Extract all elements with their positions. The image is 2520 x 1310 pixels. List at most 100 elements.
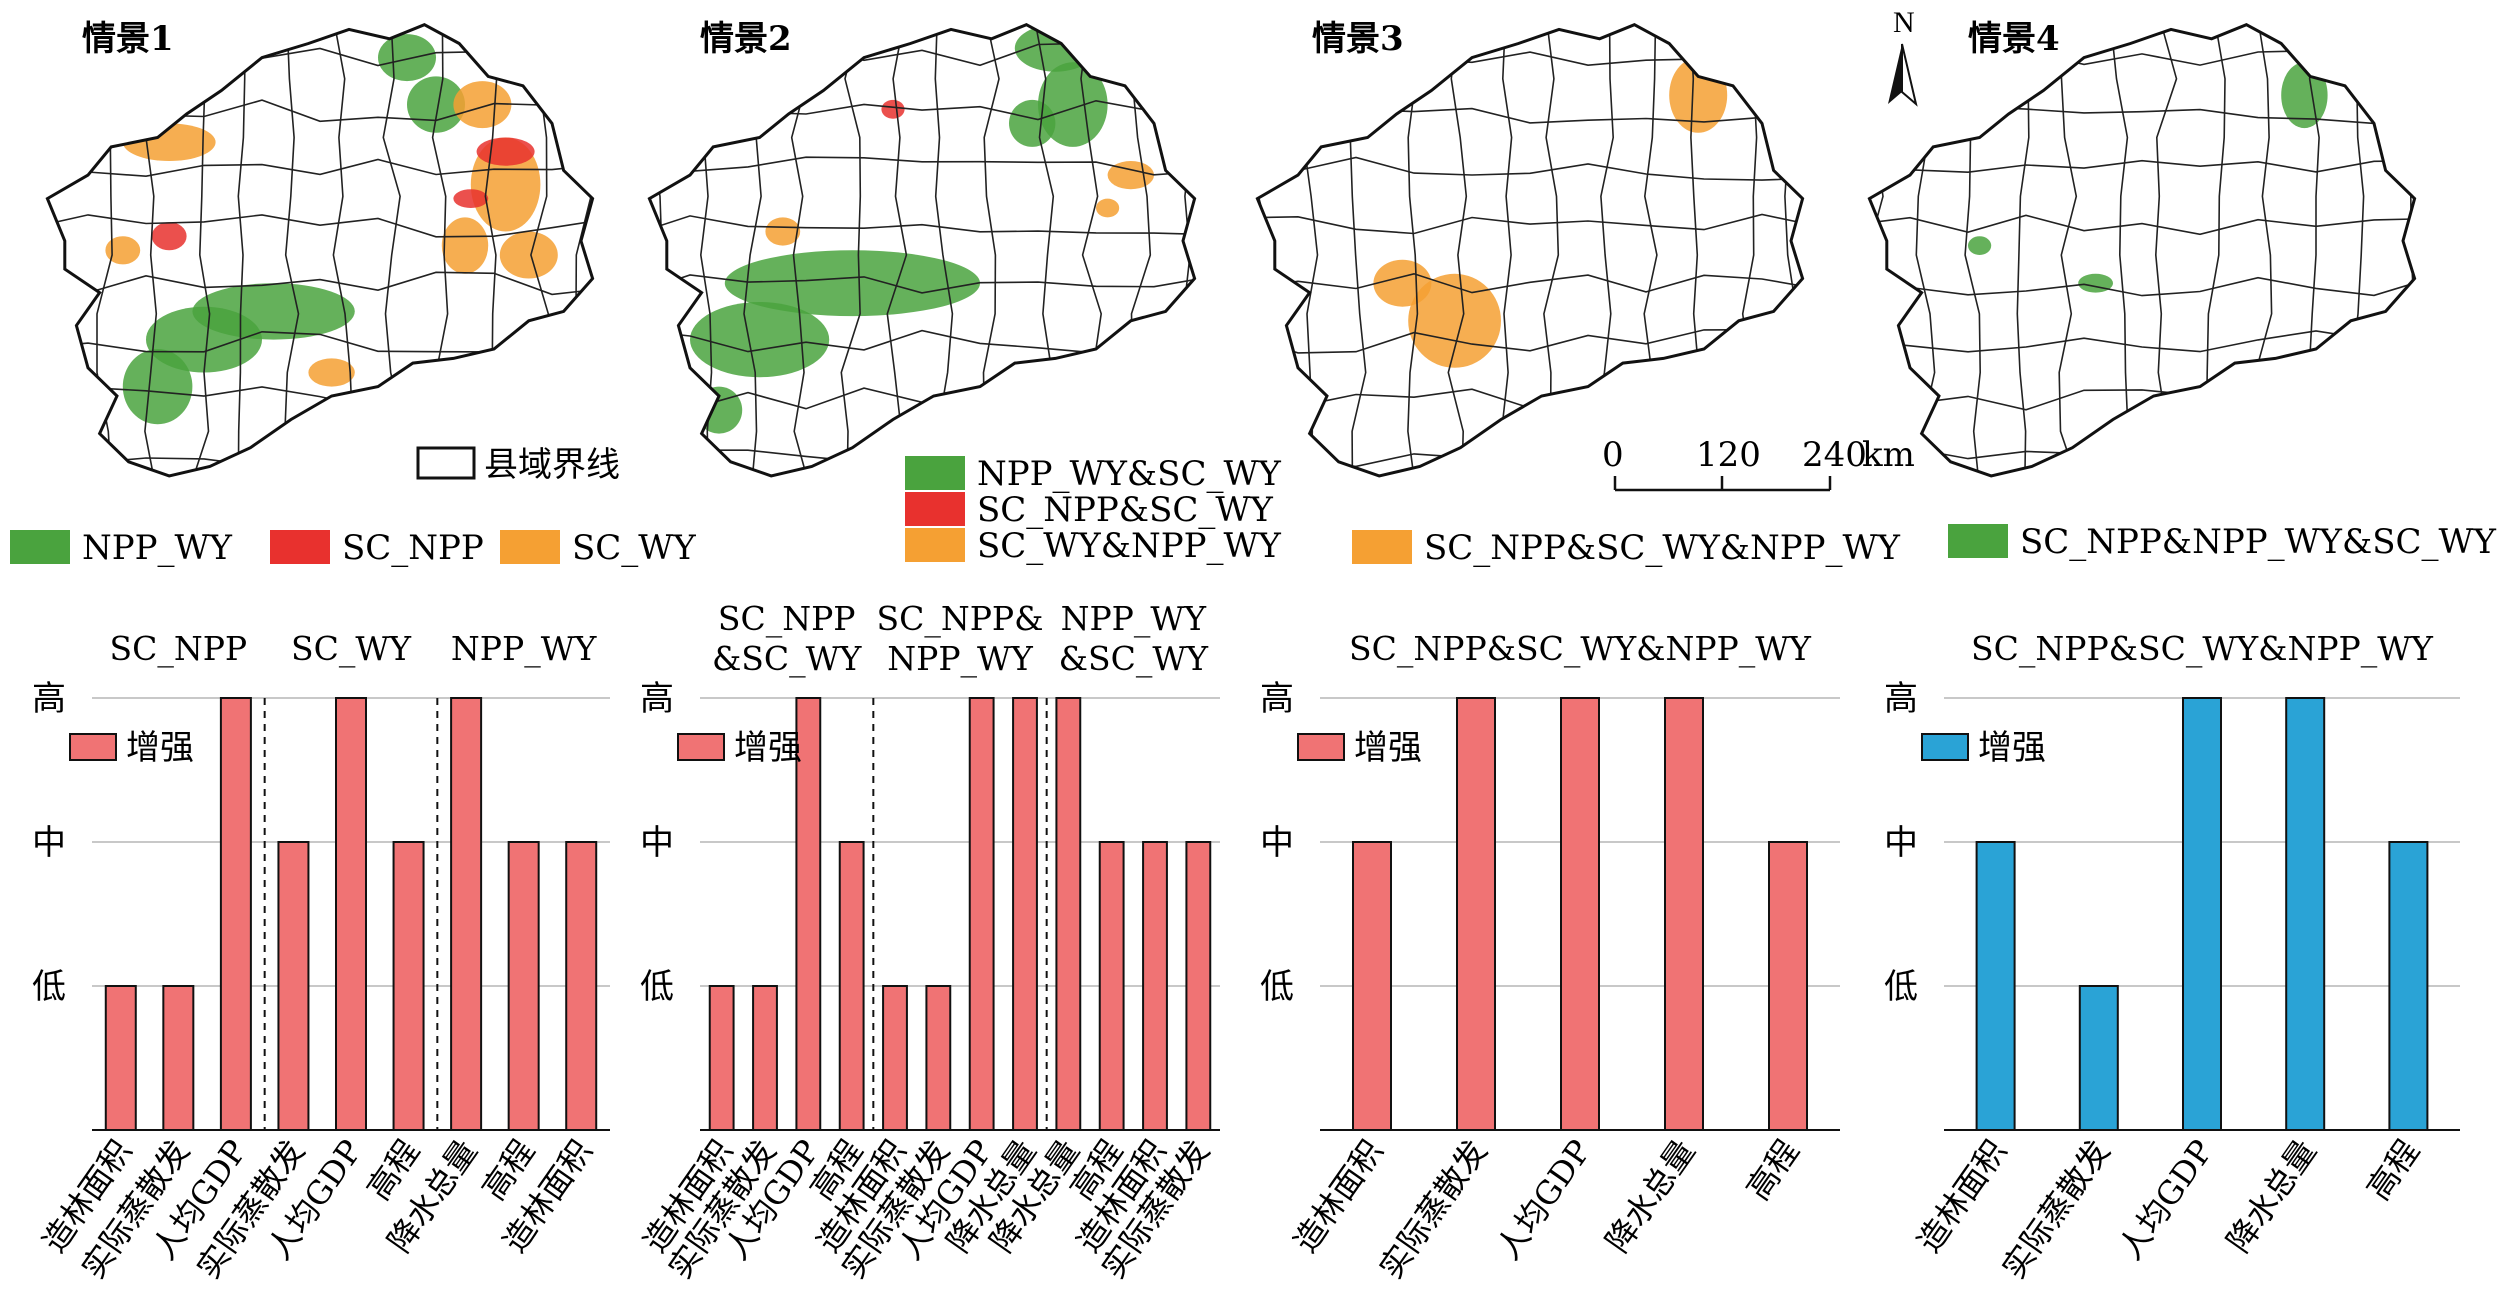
map-patch xyxy=(690,302,830,378)
x-category-label: 实际蒸散发 xyxy=(1372,1133,1495,1286)
x-category-label: 人均GDP xyxy=(1489,1133,1599,1267)
bar xyxy=(162,985,195,1131)
y-tick-label: 中 xyxy=(640,823,674,863)
group-title: SC_NPP xyxy=(718,599,856,639)
bar xyxy=(1768,841,1808,1131)
map-patch xyxy=(1038,62,1108,147)
legend-s4-1: SC_NPP&NPP_WY&SC_WY xyxy=(1948,522,2496,562)
bar-legend-swatch xyxy=(1297,733,1345,761)
group-title: SC_NPP&SC_WY&NPP_WY xyxy=(1349,629,1812,669)
bar xyxy=(1664,697,1704,1131)
map-outline xyxy=(1867,23,2417,478)
map-patch xyxy=(308,358,355,387)
bar xyxy=(277,841,310,1131)
map-patch xyxy=(695,386,743,434)
map-patch xyxy=(476,137,535,166)
legend-s1-2-swatch xyxy=(270,530,330,564)
bar xyxy=(925,985,952,1131)
group-title: NPP_WY xyxy=(451,629,598,669)
map-panel-4 xyxy=(1867,23,2417,478)
x-category-label: 人均GDP xyxy=(2111,1133,2221,1267)
y-tick-label: 高 xyxy=(32,679,66,719)
group-title: SC_WY xyxy=(291,629,412,669)
bar-charts: 低中高造林面积实际蒸散发人均GDP实际蒸散发人均GDP高程降水总量高程造林面积S… xyxy=(32,599,2460,1286)
legend-s1-3-swatch xyxy=(500,530,560,564)
y-tick-label: 中 xyxy=(1260,823,1294,863)
scale-unit: km xyxy=(1862,435,1915,475)
boundary-legend: 县域界线 xyxy=(416,445,620,485)
legend-s3-1: SC_NPP&SC_WY&NPP_WY xyxy=(1352,528,1900,568)
map-patch xyxy=(1107,161,1155,190)
scale-bar: 0 120 240 km xyxy=(1602,435,1915,492)
bar xyxy=(708,985,735,1131)
legend-s1-2: SC_NPP xyxy=(270,528,484,568)
y-tick-label: 低 xyxy=(640,967,674,1007)
scale-tick-120: 120 xyxy=(1696,435,1761,475)
legend-s1-1-swatch xyxy=(10,530,70,564)
x-category-label: 高程 xyxy=(2359,1133,2427,1207)
bar xyxy=(1560,697,1600,1131)
legend-s2-1-label: NPP_WY&SC_WY xyxy=(977,454,1281,494)
map-patch xyxy=(499,231,558,279)
map-patch xyxy=(151,222,187,251)
legend-s1-2-label: SC_NPP xyxy=(342,528,484,568)
bar xyxy=(968,697,995,1131)
bar xyxy=(2078,985,2119,1131)
map-patch xyxy=(378,34,436,82)
map-outline xyxy=(1255,23,1805,478)
north-arrow-icon: N xyxy=(1888,6,1918,107)
legend-s2-3-label: SC_WY&NPP_WY xyxy=(977,526,1281,566)
group-title: NPP_WY xyxy=(887,639,1034,679)
bar-legend-label: 增强 xyxy=(126,728,194,768)
bar xyxy=(450,697,483,1131)
legend-s3-1-label: SC_NPP&SC_WY&NPP_WY xyxy=(1424,528,1900,568)
boundary-legend-swatch xyxy=(416,446,476,480)
legend-s2-2-label: SC_NPP&SC_WY xyxy=(977,490,1273,530)
bar xyxy=(1975,841,2016,1131)
map-patch xyxy=(441,217,489,274)
bar-chart-1: 低中高造林面积实际蒸散发人均GDP实际蒸散发人均GDP高程降水总量高程造林面积S… xyxy=(32,629,610,1286)
group-title: &SC_WY xyxy=(1059,639,1210,679)
legend-s2-1: NPP_WY&SC_WY xyxy=(905,454,1281,494)
map-title-1: 情景1 xyxy=(82,19,174,59)
map-patch xyxy=(453,189,489,209)
bar-legend-label: 增强 xyxy=(734,728,802,768)
map-patch xyxy=(407,76,465,133)
bar xyxy=(882,985,908,1131)
bar xyxy=(1055,697,1082,1131)
y-tick-label: 低 xyxy=(1260,967,1294,1007)
y-tick-label: 高 xyxy=(1884,679,1918,719)
scenario-maps xyxy=(45,23,2417,478)
map-title-3: 情景3 xyxy=(1312,19,1404,59)
group-title: &SC_WY xyxy=(712,639,863,679)
map-patch xyxy=(724,250,981,317)
bar xyxy=(104,985,137,1131)
bar-legend-swatch xyxy=(69,733,117,761)
scale-tick-240: 240 xyxy=(1802,435,1867,475)
map-panel-2 xyxy=(647,23,1197,478)
bar xyxy=(565,841,598,1131)
x-category-label: 高程 xyxy=(1739,1133,1807,1207)
map-patch xyxy=(1968,236,1992,256)
bar xyxy=(838,841,865,1131)
bar-legend-label: 增强 xyxy=(1354,728,1422,768)
bar xyxy=(752,985,778,1131)
group-title: SC_NPP& xyxy=(876,599,1043,639)
bar xyxy=(219,697,252,1131)
x-category-label: 降水总量 xyxy=(2219,1133,2324,1260)
bar xyxy=(2388,841,2429,1131)
bar xyxy=(507,841,540,1131)
map-patch xyxy=(1008,99,1056,147)
legend-s2-3: SC_WY&NPP_WY xyxy=(905,526,1281,566)
legend-s2-2: SC_NPP&SC_WY xyxy=(905,490,1273,530)
map-title-4: 情景4 xyxy=(1968,19,2060,59)
map-title-2: 情景2 xyxy=(700,19,792,59)
bar-legend-swatch xyxy=(677,733,725,761)
legend-s4-1-swatch xyxy=(1948,524,2008,558)
legend-s4-1-label: SC_NPP&NPP_WY&SC_WY xyxy=(2020,522,2496,562)
map-outline xyxy=(647,23,1197,478)
group-title: SC_NPP xyxy=(110,629,248,669)
